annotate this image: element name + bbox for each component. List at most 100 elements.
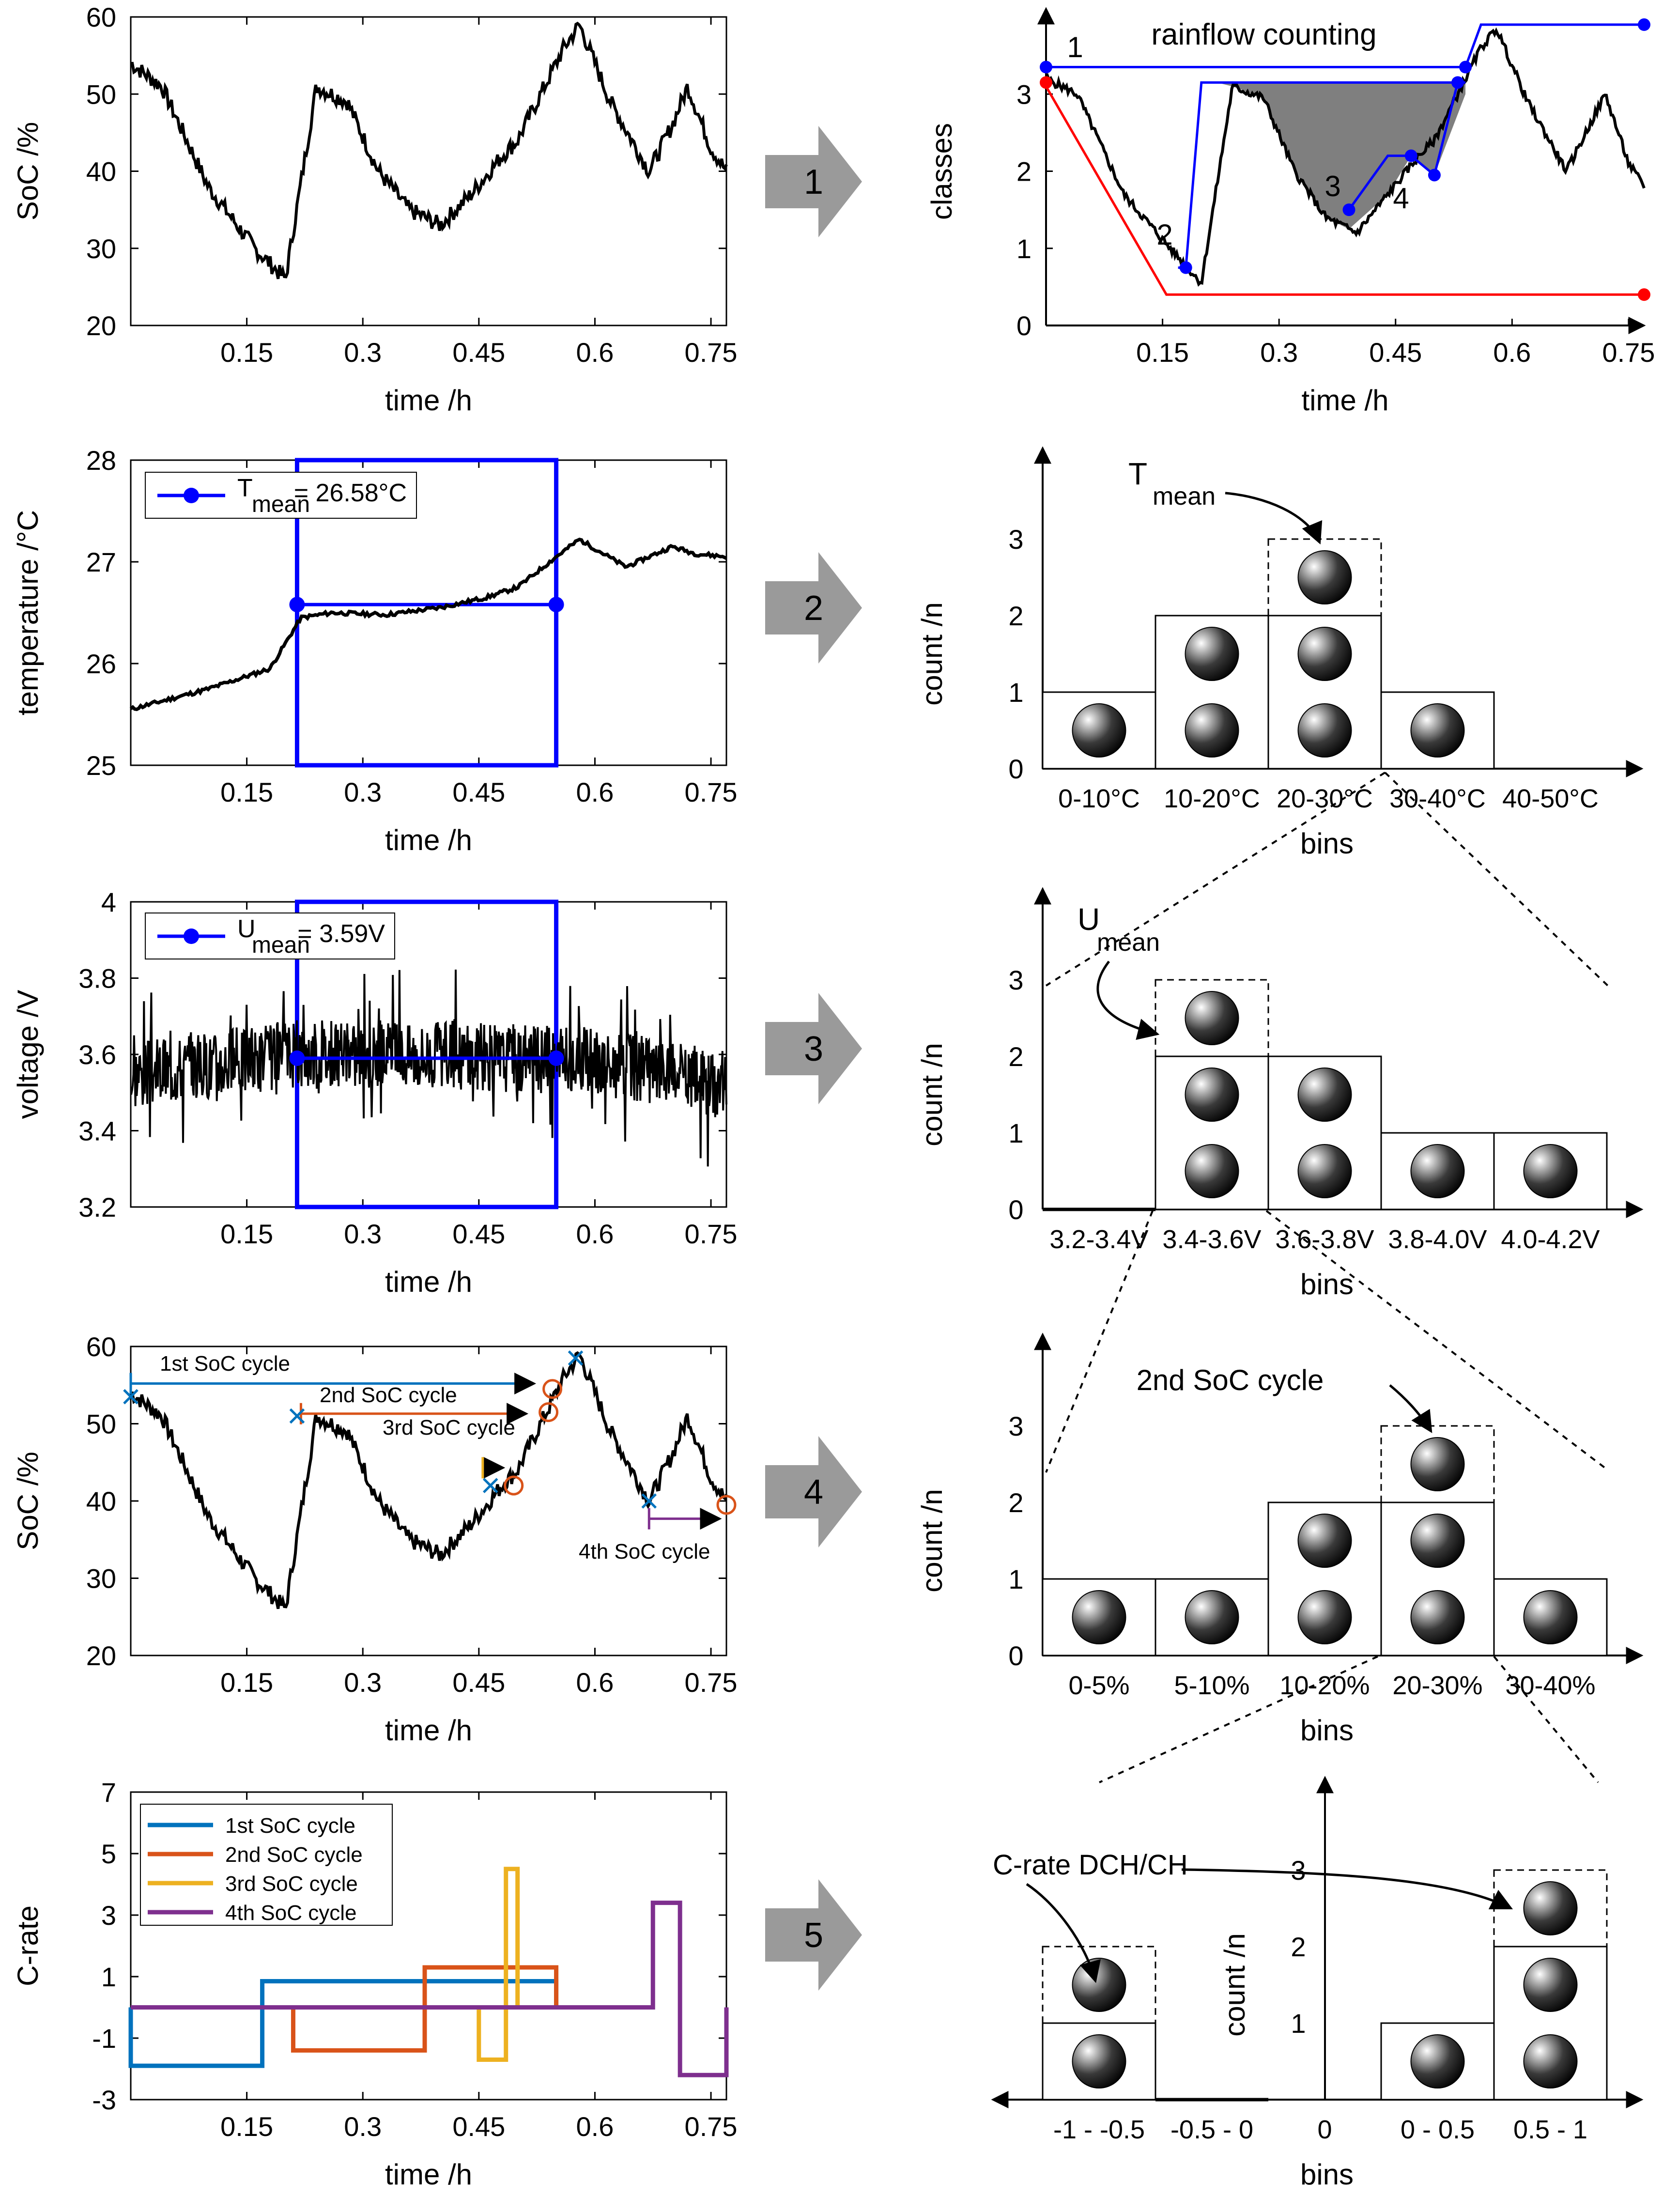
c_rate-xtick-label: 0.75 — [685, 2111, 738, 2142]
soc_cycles-xlabel: time /h — [385, 1714, 472, 1747]
rainflow-point — [1342, 203, 1355, 217]
step-number-4: 4 — [804, 1473, 823, 1512]
rainflow-annotation-2: 2 — [1156, 218, 1172, 251]
hist_soc-count-ball — [1072, 1590, 1126, 1644]
hist_temperature-new-bin — [1267, 538, 1382, 617]
turning-point-circle — [542, 1379, 563, 1399]
hist_voltage-ytick-label: 3 — [1008, 965, 1023, 995]
turning-point-cross — [483, 1478, 498, 1493]
hist_voltage-category: 3.2-3.4V — [1049, 1225, 1148, 1254]
c_rate-xlabel: time /h — [385, 2158, 472, 2191]
soc_profile-xtick-label: 0.3 — [344, 337, 382, 368]
c_rate-ylabel: C-rate — [12, 1905, 44, 1986]
zoom-conn-2a — [1045, 1210, 1154, 1473]
c_rate-ytick-label: 3 — [101, 1900, 116, 1931]
voltage-xlabel: time /h — [385, 1266, 472, 1298]
hist_temperature-category: 20-30°C — [1277, 784, 1373, 813]
hist_soc-count-ball — [1410, 1514, 1465, 1568]
hist_temperature-count-ball — [1072, 703, 1126, 758]
rainflow-red-point — [1638, 288, 1650, 301]
soc_profile-xtick-label: 0.75 — [685, 337, 738, 368]
hist_temperature-new-ball — [1297, 550, 1352, 604]
step-number-3: 3 — [804, 1030, 823, 1068]
zoom-conn-2b — [1265, 1210, 1609, 1471]
hist_temperature-count-ball — [1297, 627, 1352, 681]
soc-trace — [130, 21, 728, 279]
hist_soc-count-ball — [1297, 1514, 1352, 1568]
hist_soc-ytick-label: 0 — [1008, 1640, 1023, 1671]
rainflow-trace — [1045, 27, 1646, 287]
zoom-conn-3b — [1493, 1655, 1599, 1783]
hist_crate-category: -1 - -0.5 — [1053, 2115, 1145, 2144]
soc_cycles-xtick-label: 0.45 — [452, 1667, 505, 1698]
soc_profile-ytick-label: 30 — [86, 233, 116, 264]
soc_profile-ylabel: SoC /% — [12, 122, 44, 220]
voltage-xtick-label: 0.45 — [452, 1219, 505, 1249]
temp-window-box — [294, 458, 559, 768]
voltage-trace — [130, 969, 727, 1167]
hist_soc-count-ball — [1297, 1590, 1352, 1644]
zoom-conn-3a — [1099, 1655, 1378, 1783]
crate-series-4 — [131, 1901, 729, 2077]
hist_voltage-ylabel: count /n — [916, 1043, 948, 1146]
cycle1-label: 1st SoC cycle — [160, 1352, 290, 1376]
temperature-xtick-label: 0.3 — [344, 777, 382, 807]
crate-legend-label-4: 4th SoC cycle — [225, 1901, 356, 1925]
hist_temperature-category: 40-50°C — [1502, 784, 1599, 813]
cycle2-label: 2nd SoC cycle — [320, 1383, 457, 1407]
hist_soc-ytick-label: 3 — [1008, 1411, 1023, 1441]
hist_temperature-category: 30-40°C — [1389, 784, 1486, 813]
hist_voltage-category: 3.8-4.0V — [1388, 1225, 1487, 1254]
hist-crate-annotation-arrow-dch — [1026, 1883, 1101, 1983]
soc_profile-ytick-label: 40 — [86, 156, 116, 187]
temp-mean-marker — [548, 597, 564, 613]
zoom-conn-1b — [1384, 772, 1609, 987]
hist_crate-new-ball — [1523, 1881, 1578, 1935]
soc_cycles-ytick-label: 20 — [86, 1640, 116, 1671]
hist_voltage-ytick-label: 2 — [1008, 1041, 1023, 1072]
voltage-ylabel: voltage /V — [12, 990, 44, 1119]
hist_soc-category: 20-30% — [1392, 1671, 1482, 1700]
voltage-ytick-label: 3.2 — [78, 1192, 116, 1222]
hist-crate-annotation-arrow-ch — [1181, 1868, 1513, 1910]
temperature-ytick-label: 27 — [86, 547, 116, 577]
hist_crate-xlabel: bins — [1300, 2158, 1354, 2191]
hist_crate-count-ball — [1523, 1958, 1578, 2012]
rainflow-point — [1428, 169, 1441, 182]
soc_cycles-xtick-label: 0.6 — [576, 1667, 614, 1698]
soc_profile-xtick-label: 0.45 — [452, 337, 505, 368]
volt-legend-marker — [184, 928, 199, 944]
hist_temperature-count-ball — [1185, 627, 1239, 681]
voltage-xtick-label: 0.6 — [576, 1219, 614, 1249]
rainflow-xlabel: time /h — [1301, 384, 1388, 417]
rainflow-point — [1459, 61, 1472, 74]
hist_temperature-category: 0-10°C — [1058, 784, 1140, 813]
temperature-xtick-label: 0.6 — [576, 777, 614, 807]
soc_cycles-ylabel: SoC /% — [12, 1452, 44, 1550]
hist_crate-count-ball — [1523, 2034, 1578, 2088]
volt-mean-marker — [548, 1050, 564, 1066]
hist_voltage-ytick-label: 1 — [1008, 1118, 1023, 1148]
hist-volt-annotation-sub: mean — [1097, 928, 1160, 957]
step-arrow-4 — [765, 1436, 862, 1547]
temp-legend-marker — [184, 488, 199, 503]
hist-temp-annotation: T — [1128, 456, 1147, 491]
step-arrow-5 — [765, 1879, 862, 1991]
hist-temp-annotation-sub: mean — [1153, 482, 1216, 510]
hist_temperature-count-ball — [1410, 703, 1465, 758]
c_rate-ytick-label: -3 — [92, 2085, 116, 2115]
voltage-ytick-label: 3.8 — [78, 963, 116, 994]
hist_soc-category: 10-20% — [1279, 1671, 1370, 1700]
hist_voltage-count-ball — [1297, 1144, 1352, 1198]
turning-point-circle — [504, 1475, 524, 1496]
turning-point-cross — [289, 1408, 305, 1424]
turning-point-cross — [123, 1389, 139, 1405]
step-arrow-3 — [765, 993, 862, 1104]
hist_crate-ytick-label: 3 — [1291, 1855, 1306, 1886]
soc_profile-xtick-label: 0.15 — [220, 337, 273, 368]
hist_soc-category: 5-10% — [1174, 1671, 1249, 1700]
rainflow-xtick-label: 0.75 — [1602, 337, 1655, 368]
hist_crate-new-bin — [1042, 1946, 1156, 2024]
